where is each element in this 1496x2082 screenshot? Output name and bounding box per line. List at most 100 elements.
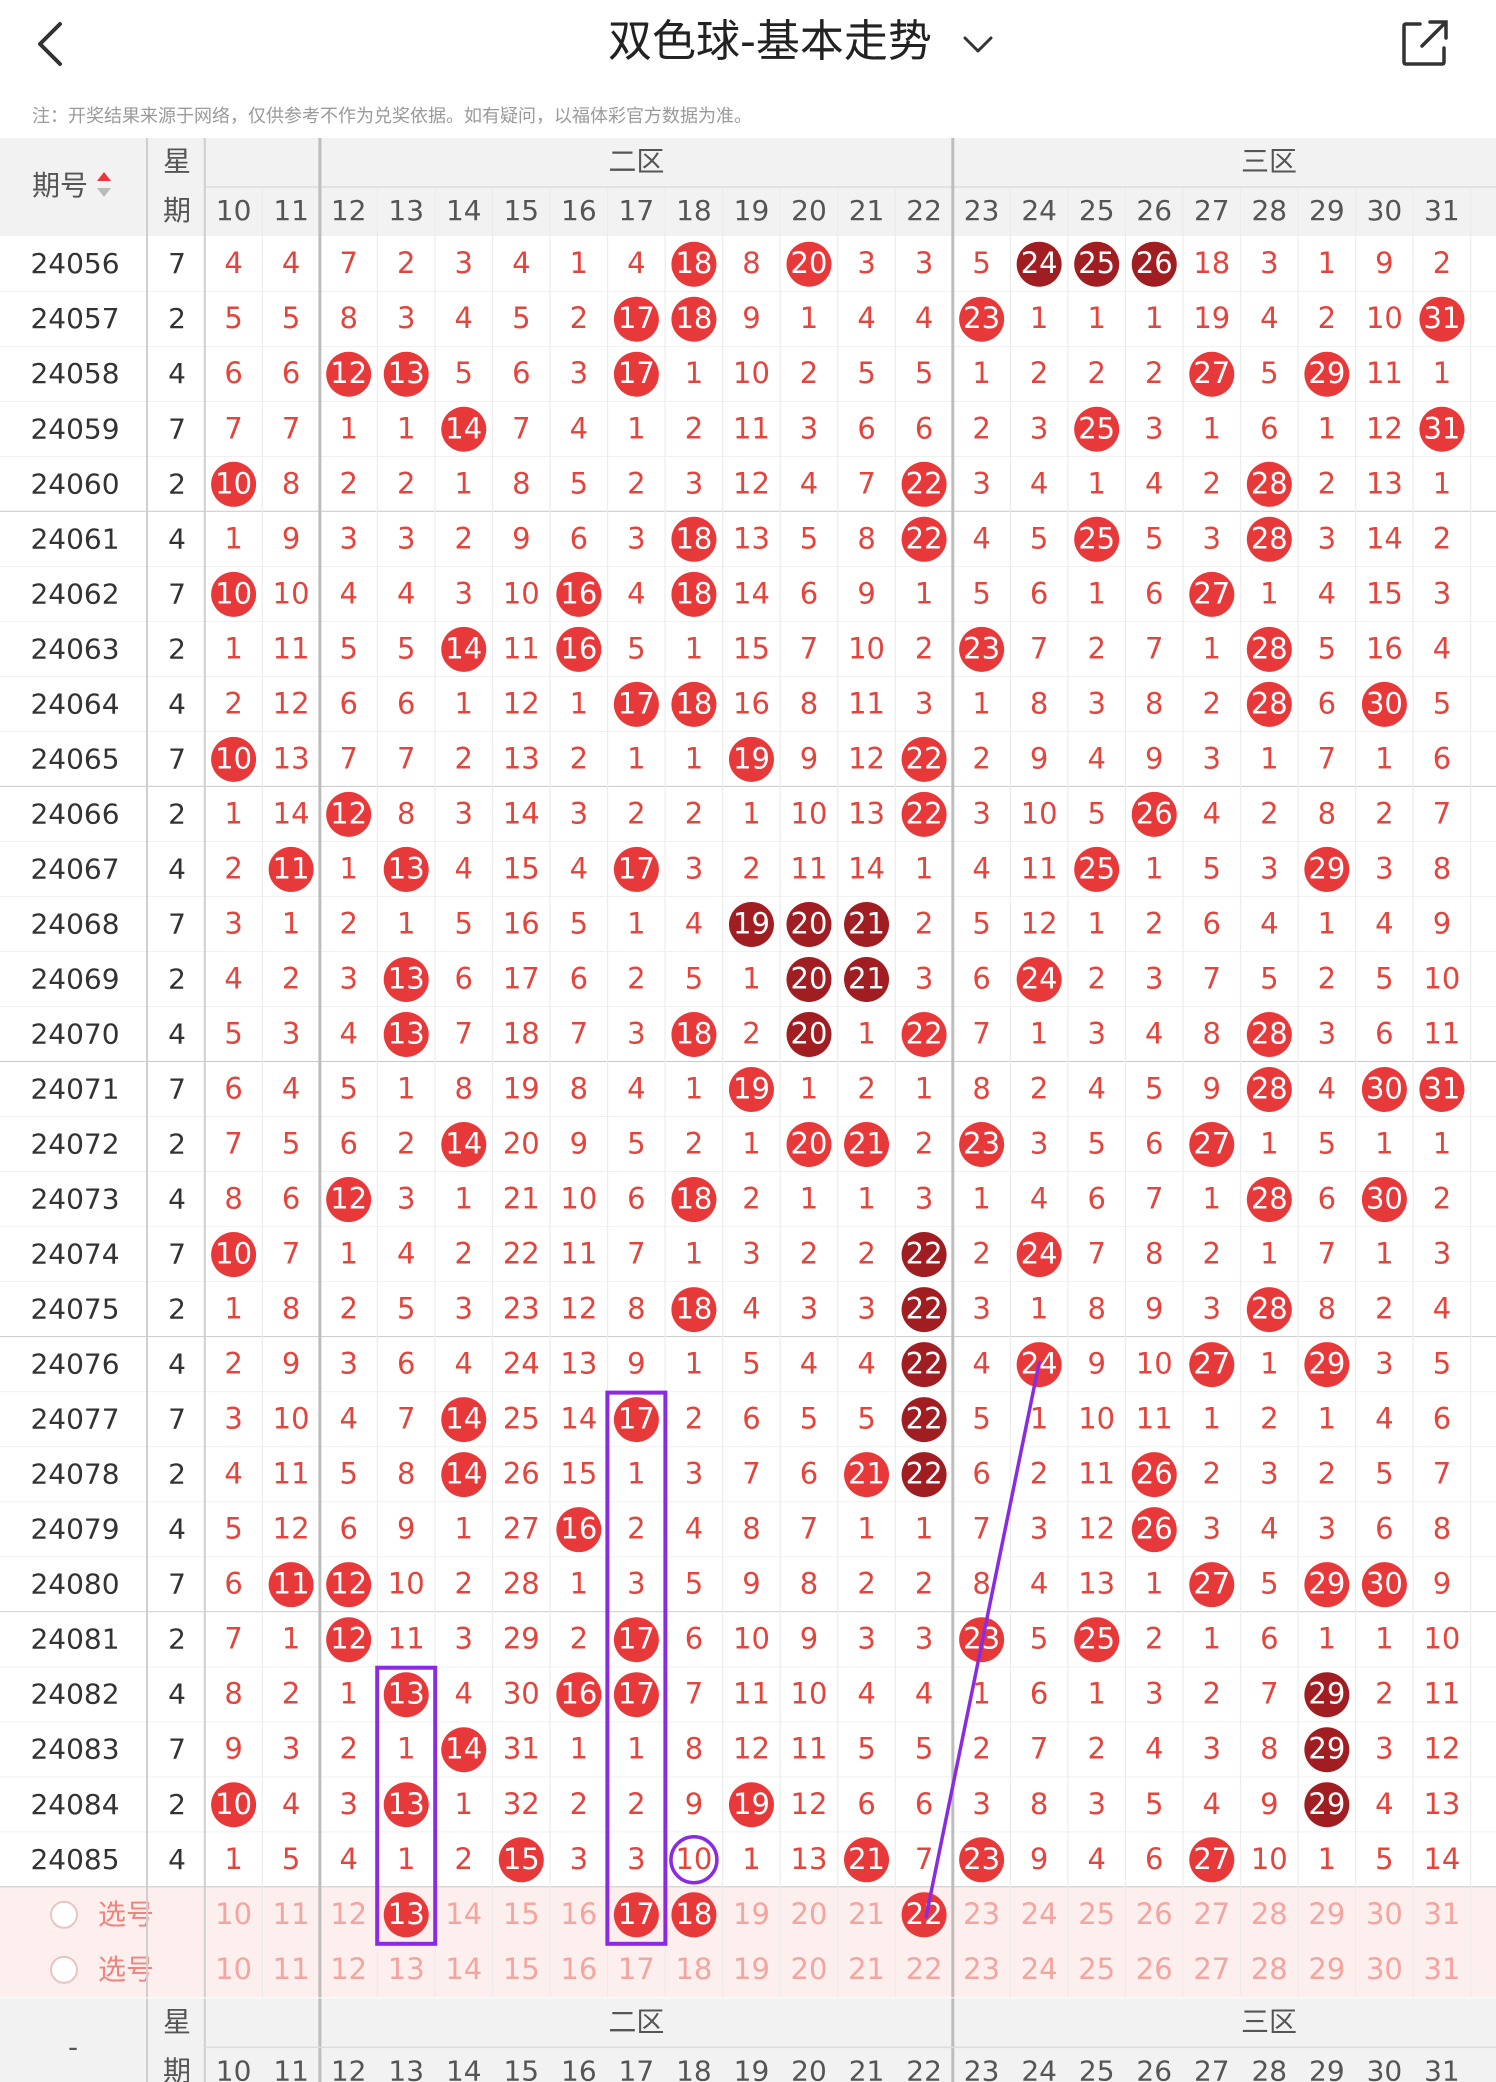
cell-number: 1: [339, 411, 357, 445]
cell-number: 7: [1145, 631, 1163, 665]
cell-number: 10: [791, 1677, 828, 1711]
cell-number: 14: [445, 631, 482, 665]
column-header: 31: [1424, 194, 1460, 227]
cell-number: 2: [685, 1402, 703, 1436]
cell-number: 3: [915, 1622, 933, 1656]
cell-number: 26: [1136, 1952, 1173, 1986]
cell-number: 7: [570, 1016, 588, 1050]
cell-number: 7: [972, 1016, 990, 1050]
cell-number: 14: [503, 796, 540, 830]
hit-ball: [441, 1122, 487, 1168]
cell-number: 6: [570, 961, 588, 995]
row-bg: [0, 951, 1496, 1007]
hit-ball: [959, 1837, 1005, 1883]
sort-up: [97, 172, 111, 181]
cell-number: 7: [1087, 1237, 1105, 1271]
cell-number: 1: [1318, 1402, 1336, 1436]
cell-number: 6: [224, 356, 242, 390]
cell-number: 20: [503, 1127, 540, 1161]
cell-number: 10: [215, 466, 252, 500]
column-header: 12: [331, 2054, 367, 2082]
cell-number: 5: [972, 1402, 990, 1436]
period: 24060: [30, 467, 119, 500]
column-header: 18: [676, 194, 712, 227]
cell-number: 16: [560, 1897, 597, 1931]
cell-number: 7: [1318, 1237, 1336, 1271]
weekday: 2: [168, 1788, 186, 1821]
hit-ball: [556, 1672, 602, 1718]
cell-number: 2: [455, 741, 473, 775]
weekday: 4: [168, 522, 186, 555]
cell-number: 21: [848, 961, 885, 995]
cell-number: 2: [282, 961, 300, 995]
cell-number: 22: [906, 1897, 943, 1931]
hit-ball: [498, 1837, 544, 1883]
cell-number: 2: [857, 1567, 875, 1601]
cell-number: 8: [972, 1567, 990, 1601]
column-header: 29: [1309, 194, 1345, 227]
cell-number: 20: [791, 1897, 828, 1931]
cell-number: 7: [1433, 796, 1451, 830]
cell-number: 15: [560, 1457, 597, 1491]
cell-number: 27: [1193, 1567, 1230, 1601]
weekday: 2: [168, 1128, 186, 1161]
cell-number: 4: [455, 301, 473, 335]
cell-number: 13: [388, 1952, 425, 1986]
cell-number: 4: [339, 576, 357, 610]
cell-number: 1: [685, 356, 703, 390]
cell-number: 9: [1260, 1787, 1278, 1821]
cell-number: 11: [273, 1897, 310, 1931]
weekday: 4: [168, 1678, 186, 1711]
cell-number: 11: [791, 1732, 828, 1766]
cell-number: 1: [1203, 1622, 1221, 1656]
cell-number: 3: [627, 1567, 645, 1601]
cell-number: 2: [397, 466, 415, 500]
cell-number: 2: [742, 1016, 760, 1050]
cell-number: 8: [627, 1292, 645, 1326]
cell-number: 11: [388, 1622, 425, 1656]
cell-number: 8: [1030, 686, 1048, 720]
cell-number: 9: [685, 1787, 703, 1821]
select-toggle[interactable]: 选号: [50, 1898, 154, 1931]
cell-number: 31: [1423, 301, 1460, 335]
cell-number: 5: [397, 1292, 415, 1326]
cell-number: 1: [455, 1787, 473, 1821]
cell-number: 12: [791, 1787, 828, 1821]
hit-ball: [613, 351, 659, 397]
select-toggle[interactable]: 选号: [50, 1953, 154, 1986]
weekday: 2: [168, 1293, 186, 1326]
consecutive-ball: [1304, 1672, 1350, 1718]
cell-number: 6: [1433, 741, 1451, 775]
cell-number: 28: [1251, 1016, 1288, 1050]
back-button[interactable]: [38, 22, 62, 66]
cell-number: 1: [800, 1072, 818, 1106]
cell-number: 5: [455, 356, 473, 390]
cell-number: 5: [742, 1347, 760, 1381]
cell-number: 1: [1375, 1237, 1393, 1271]
cell-number: 7: [282, 1237, 300, 1271]
cell-number: 7: [1433, 1457, 1451, 1491]
cell-number: 12: [733, 1732, 770, 1766]
cell-number: 3: [627, 1842, 645, 1876]
title-dropdown[interactable]: 双色球-基本走势: [608, 16, 993, 67]
cell-number: 5: [1318, 631, 1336, 665]
row-bg: [0, 1557, 1496, 1613]
period: 24083: [30, 1733, 119, 1766]
cell-number: 7: [1260, 1677, 1278, 1711]
cell-number: 3: [570, 356, 588, 390]
share-button[interactable]: [1402, 20, 1448, 66]
weekday-header: 期: [163, 2054, 191, 2082]
cell-number: 9: [282, 521, 300, 555]
period: 24074: [30, 1238, 119, 1271]
cell-number: 7: [1030, 1732, 1048, 1766]
cell-number: 1: [800, 1182, 818, 1216]
hit-ball: [441, 406, 487, 452]
cell-number: 14: [445, 411, 482, 445]
cell-number: 6: [1145, 576, 1163, 610]
hit-ball: [1246, 1287, 1292, 1333]
cell-number: 2: [800, 356, 818, 390]
cell-number: 24: [1021, 1952, 1058, 1986]
cell-number: 2: [570, 301, 588, 335]
cell-number: 28: [1251, 1182, 1288, 1216]
cell-number: 10: [848, 631, 885, 665]
